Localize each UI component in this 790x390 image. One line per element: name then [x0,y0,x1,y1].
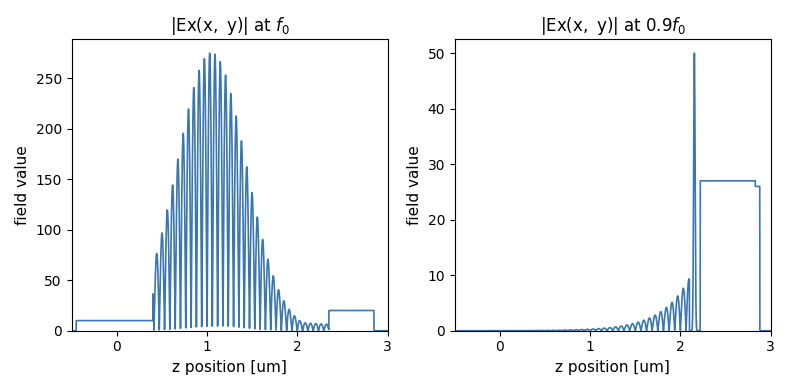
Title: $|\mathrm{Ex(x,\ y)}|$ at $f_0$: $|\mathrm{Ex(x,\ y)}|$ at $f_0$ [170,15,289,37]
Y-axis label: field value: field value [407,145,422,225]
X-axis label: z position [um]: z position [um] [555,360,670,375]
X-axis label: z position [um]: z position [um] [172,360,287,375]
Y-axis label: field value: field value [15,145,30,225]
Title: $|\mathrm{Ex(x,\ y)}|$ at $0.9f_0$: $|\mathrm{Ex(x,\ y)}|$ at $0.9f_0$ [540,15,686,37]
